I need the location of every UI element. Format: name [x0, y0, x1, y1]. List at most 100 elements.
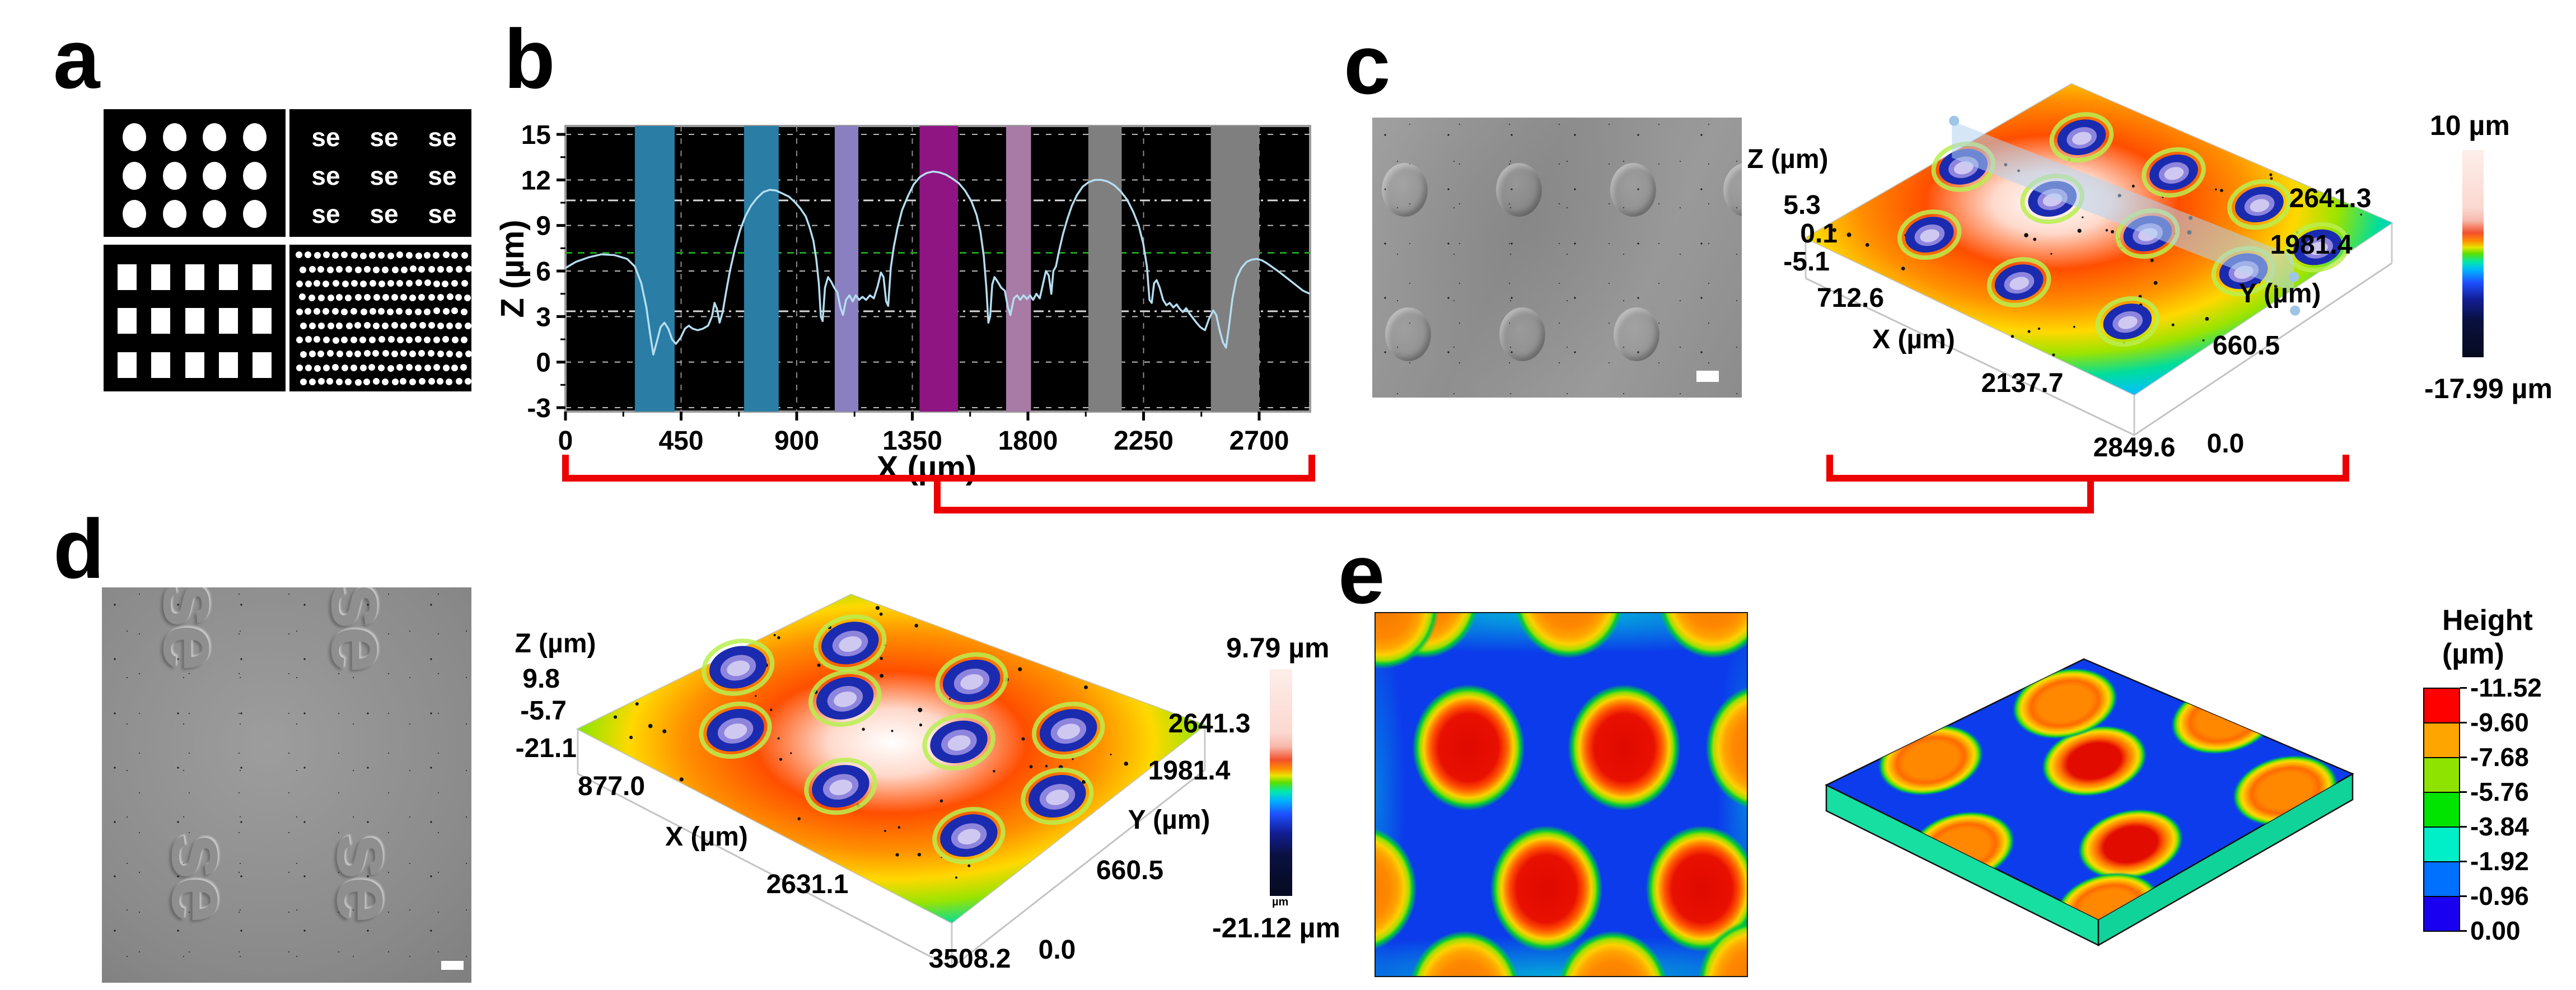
dimple-center	[834, 691, 857, 707]
mask-dot	[418, 350, 426, 357]
mask-dot	[447, 293, 454, 301]
mask-dot	[460, 364, 467, 371]
mask-dot	[406, 364, 413, 371]
x-tick-label: 2137.7	[1981, 368, 2064, 398]
dimple-center	[2072, 132, 2092, 145]
dimple-center	[2118, 316, 2138, 329]
dimple-halo	[935, 652, 1008, 709]
plane-handle	[2289, 272, 2299, 282]
mask-dot	[322, 337, 330, 344]
dimple-imprint	[1385, 307, 1431, 361]
surface-speck	[955, 876, 958, 879]
micrograph-d: se se se se	[102, 587, 471, 983]
mask-dot	[335, 293, 343, 301]
b-y-tick-label: 6	[536, 257, 551, 287]
mask-dot	[433, 281, 440, 287]
micrograph-c	[1372, 118, 1742, 398]
mask-dot	[437, 351, 444, 358]
legend-tick-label: -11.52	[2470, 673, 2542, 702]
mask-dot	[455, 293, 462, 301]
dimple-halo	[2095, 296, 2160, 347]
mask-square	[218, 264, 238, 290]
mask-dot	[437, 265, 444, 273]
mask-dot	[451, 365, 459, 372]
b-highlight-band	[1006, 126, 1031, 412]
mask-dot	[446, 378, 453, 385]
surface-speck	[2033, 237, 2037, 241]
mask-circles	[104, 109, 286, 237]
y-tick-label: 0.0	[2207, 429, 2245, 459]
mask-dot	[296, 251, 303, 259]
surface-speck	[790, 752, 792, 754]
mask-se-label: se	[428, 123, 457, 152]
mask-dot	[442, 251, 450, 258]
surface-speck	[891, 730, 894, 732]
mask-dot	[391, 378, 399, 385]
legend-segment	[2423, 896, 2460, 932]
mask-dot	[351, 280, 358, 287]
mask-dot	[424, 252, 431, 259]
mask-dot	[354, 321, 361, 329]
mask-dot	[433, 364, 441, 371]
slab-ellipse	[2041, 725, 2148, 797]
mask-dot	[410, 322, 417, 329]
mask-dot	[396, 280, 403, 287]
surface-dimple	[814, 614, 887, 672]
mask-circle	[242, 123, 267, 152]
dimple-imprint	[1496, 163, 1542, 217]
mask-dot	[381, 378, 389, 385]
mask-circle	[123, 123, 147, 152]
mask-dot	[364, 293, 371, 301]
dimple-halo	[1986, 257, 2051, 308]
mask-dot	[318, 294, 325, 301]
mask-dot	[345, 351, 353, 358]
mask-dot	[451, 279, 458, 287]
y-tick-label: 0.0	[1039, 935, 1076, 965]
dimple-imprint	[1614, 307, 1659, 361]
mask-dot	[360, 309, 367, 316]
legend-tick-label: -1.92	[2470, 847, 2529, 876]
mask-dot	[451, 307, 458, 315]
mask-dot	[414, 308, 422, 315]
surface-speck	[2269, 173, 2273, 176]
surface-dimple	[1986, 257, 2051, 308]
surface-dimple	[702, 638, 775, 696]
mask-dot	[391, 322, 399, 329]
surface-dimple	[932, 807, 1006, 865]
mask-dot	[378, 281, 385, 288]
mask-circle	[162, 123, 186, 152]
mask-dot	[405, 279, 413, 287]
mask-se-label: se	[311, 199, 340, 228]
mask-dot	[314, 307, 321, 315]
legend-segment	[2423, 757, 2460, 793]
mask-dot	[465, 378, 471, 385]
mask-dot	[350, 364, 358, 371]
colorbar-d-max: 9.79 µm	[1226, 632, 1330, 664]
mask-dot	[354, 379, 362, 386]
mask-se-text: se se se se se se se se se	[289, 109, 471, 237]
bracket-under-c	[1826, 455, 2349, 482]
z-tick-label: 0.1	[1800, 219, 1838, 249]
b-x-tick-label: 900	[774, 426, 819, 456]
mask-dot	[378, 365, 385, 372]
dimple-center	[829, 779, 853, 796]
mask-dot	[446, 266, 454, 273]
mask-dot	[354, 350, 361, 357]
surface-speck	[2011, 335, 2014, 338]
surface-speck	[2270, 177, 2273, 180]
mask-dot	[332, 307, 339, 315]
b-highlight-band	[744, 126, 779, 412]
surface-dimple	[2142, 147, 2206, 198]
mask-square	[151, 308, 171, 334]
mask-dot	[382, 350, 389, 357]
mask-square	[185, 352, 204, 378]
surface-speck	[648, 723, 653, 729]
mask-dot	[443, 308, 450, 315]
dimple-halo	[1032, 702, 1105, 759]
surface-speck	[1018, 667, 1022, 671]
dimple-center	[839, 636, 862, 652]
dimple-center	[2009, 277, 2029, 290]
mask-dot	[436, 378, 443, 385]
surface-speck	[2171, 323, 2175, 326]
